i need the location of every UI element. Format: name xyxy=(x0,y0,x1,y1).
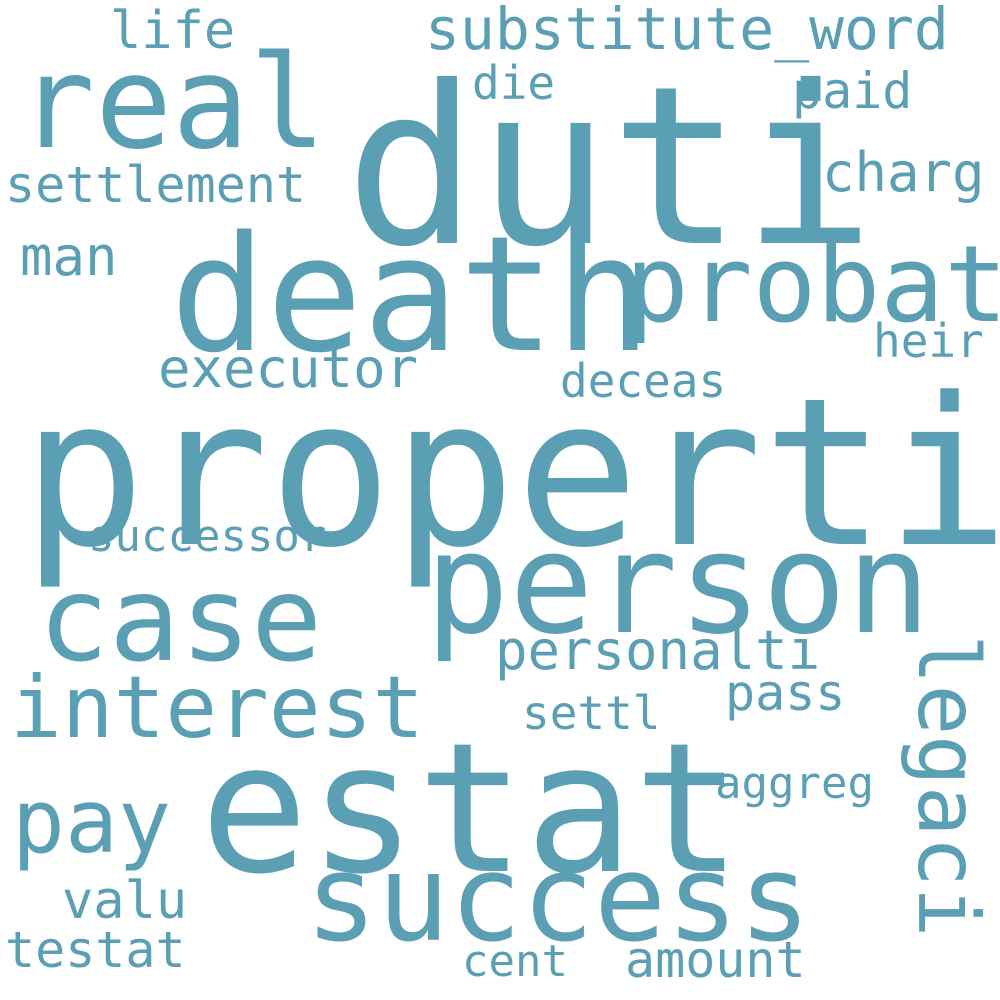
word-legaci: legaci xyxy=(899,634,997,938)
word-charg: charg xyxy=(822,141,985,204)
word-successor: successor xyxy=(88,511,327,562)
word-duti: duti xyxy=(345,39,875,295)
word-testat: testat xyxy=(5,921,186,979)
word-executor: executor xyxy=(158,337,419,400)
word-deceas: deceas xyxy=(560,354,727,408)
word-person: person xyxy=(425,503,931,666)
word-life: life xyxy=(110,1,236,61)
word-success: success xyxy=(305,830,811,969)
word-paid: paid xyxy=(792,62,913,120)
word-cent: cent xyxy=(462,936,568,987)
word-heir: heir xyxy=(873,314,984,368)
word-valu: valu xyxy=(62,871,188,931)
word-settlement: settlement xyxy=(5,156,307,214)
word-estat: estat xyxy=(200,705,742,914)
word-case: case xyxy=(38,550,323,688)
word-substitute-word: substitute_word xyxy=(425,0,949,63)
word-death: death xyxy=(170,201,652,388)
word-die: die xyxy=(472,56,556,110)
word-pay: pay xyxy=(12,770,171,873)
word-aggreg: aggreg xyxy=(715,758,874,809)
word-pass: pass xyxy=(725,664,846,722)
word-real: real xyxy=(18,29,327,178)
word-probat: probat xyxy=(625,223,1000,346)
word-amount: amount xyxy=(625,931,806,989)
word-man: man xyxy=(20,225,118,288)
word-properti: properti xyxy=(22,355,1000,593)
word-personalti: personalti xyxy=(495,619,821,682)
word-interest: interest xyxy=(10,658,425,758)
word-settl: settl xyxy=(522,686,661,740)
